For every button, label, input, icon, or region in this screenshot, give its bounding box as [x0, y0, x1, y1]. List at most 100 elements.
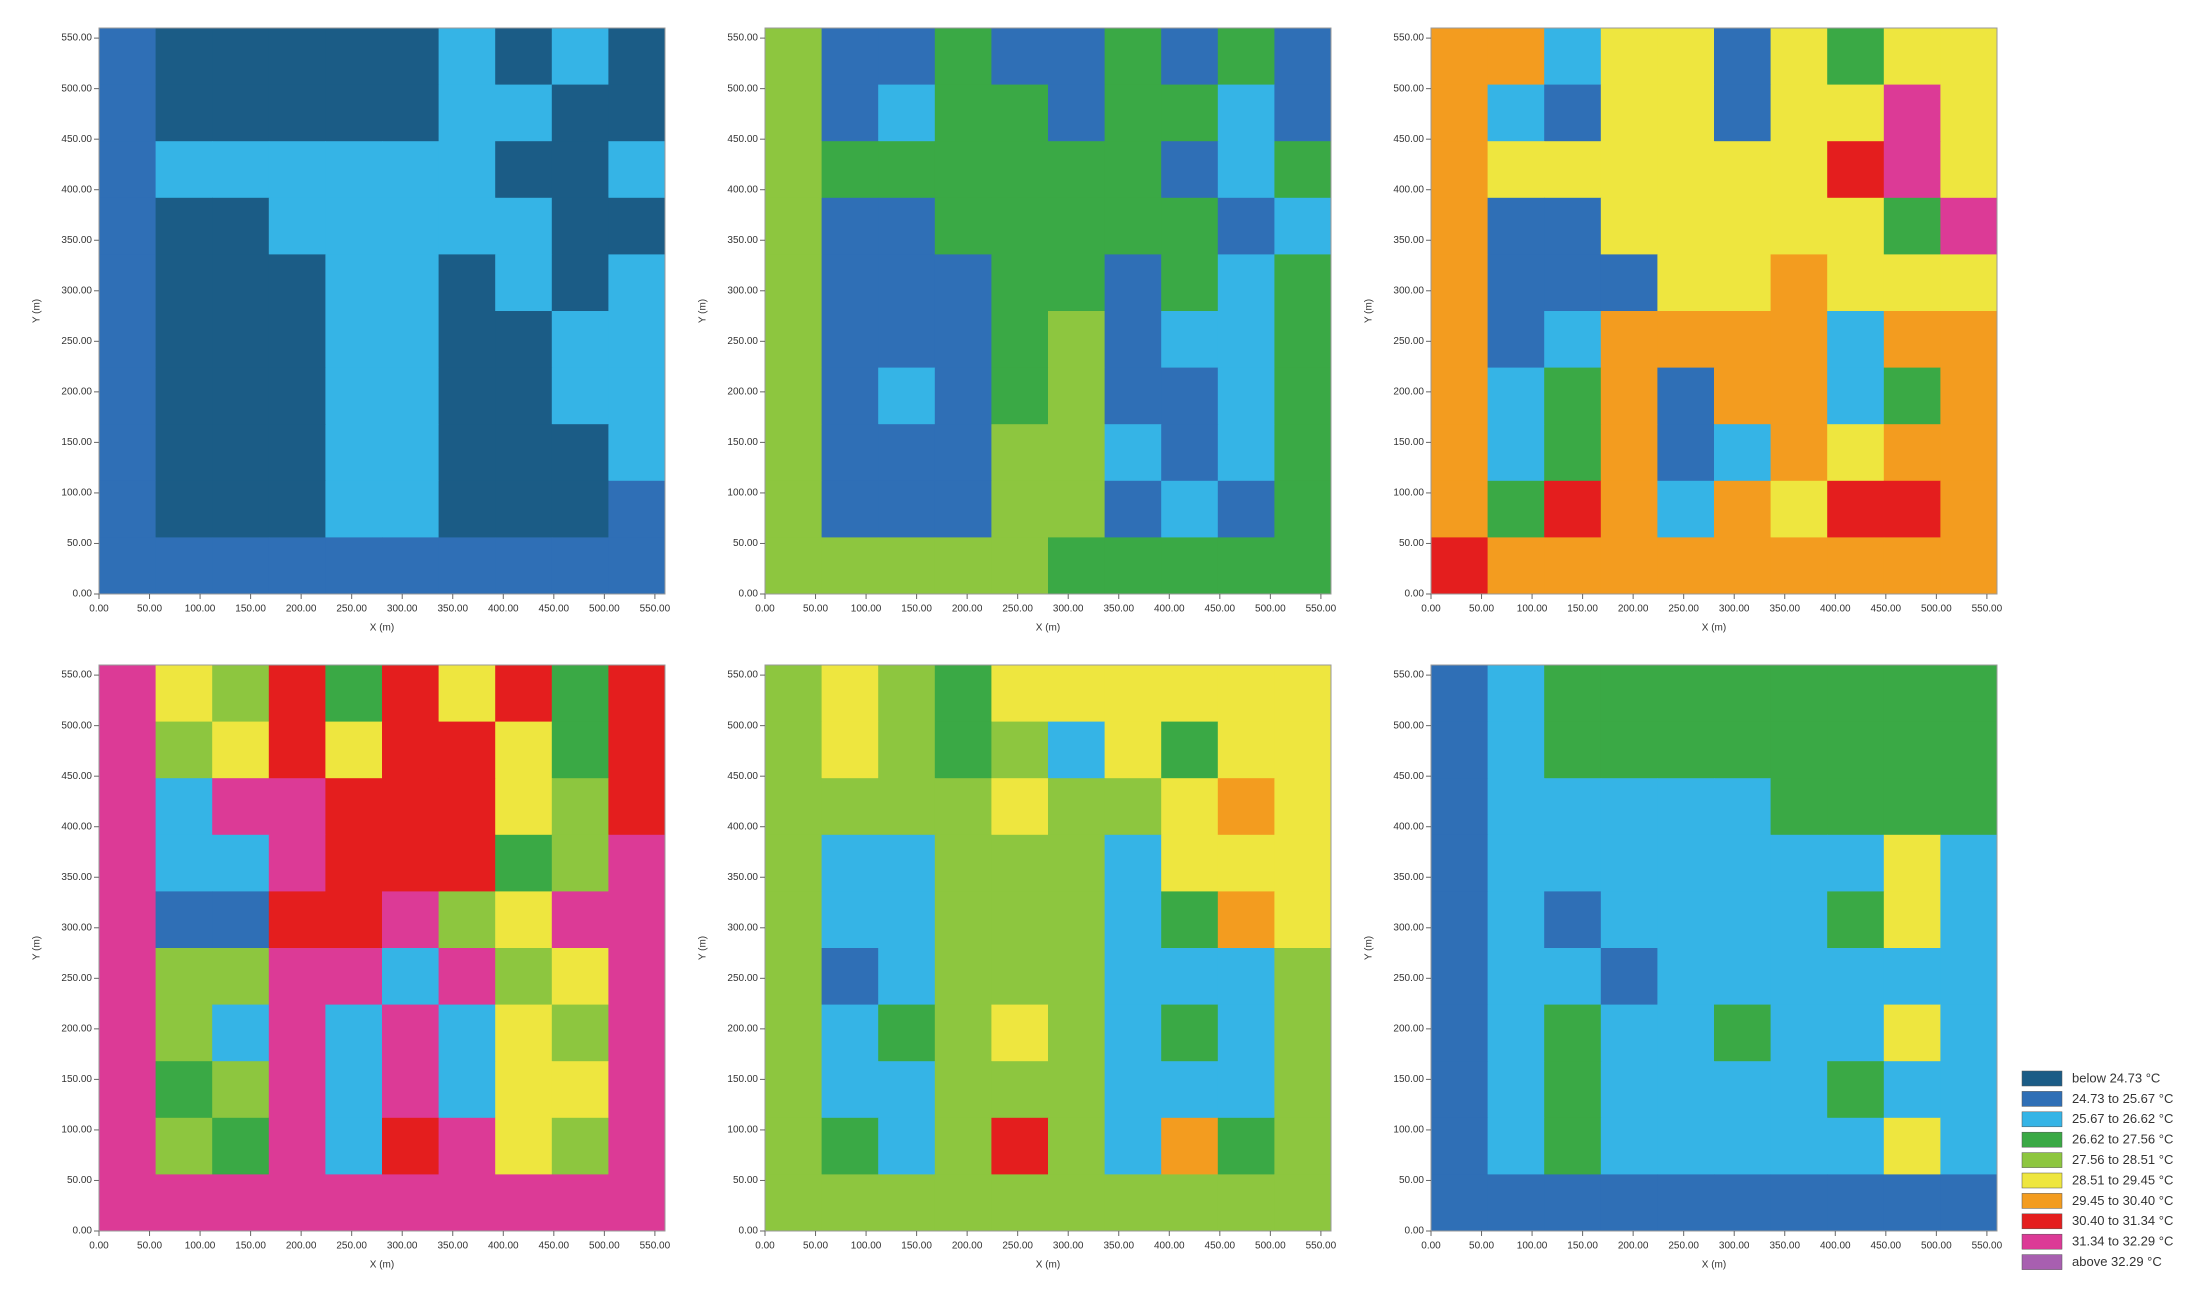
heat-cell: [608, 891, 666, 949]
x-axis-title: X (m): [370, 1260, 394, 1271]
x-tick-label: 350.00: [1769, 604, 1800, 615]
heat-cell: [495, 537, 553, 595]
heat-cell: [268, 84, 326, 142]
heat-cell: [1161, 1117, 1219, 1175]
heat-cell: [1487, 28, 1545, 86]
heat-cell: [1600, 197, 1658, 255]
y-tick-label: 350.00: [1393, 235, 1424, 246]
heat-cell: [382, 665, 440, 723]
heat-cell: [1274, 721, 1332, 779]
heat-cell: [99, 1004, 157, 1062]
heat-cell: [212, 311, 270, 369]
heat-cell: [1217, 197, 1275, 255]
heat-cell: [325, 721, 383, 779]
heat-cell: [155, 367, 213, 425]
heat-cell: [1487, 424, 1545, 482]
heat-cell: [1104, 1061, 1162, 1119]
heat-cell: [1883, 480, 1941, 538]
heat-cell: [765, 665, 823, 723]
heat-cell: [155, 834, 213, 892]
heat-cell: [268, 424, 326, 482]
heat-cell: [382, 1117, 440, 1175]
legend-label: 27.56 to 28.51 °C: [2072, 1152, 2173, 1167]
heat-cell: [1161, 141, 1219, 199]
heat-cell: [878, 254, 936, 312]
heat-cell: [1487, 778, 1545, 836]
heat-cell: [821, 778, 879, 836]
heat-cell: [1274, 480, 1332, 538]
heat-cell: [1217, 311, 1275, 369]
heat-cell: [934, 1061, 992, 1119]
heat-cell: [1161, 480, 1219, 538]
x-tick-label: 250.00: [1668, 1241, 1699, 1252]
heat-cell: [495, 778, 553, 836]
heat-cell: [1431, 1004, 1489, 1062]
heat-cell: [1714, 834, 1772, 892]
heat-cell: [1274, 948, 1332, 1006]
heat-cell: [934, 665, 992, 723]
heat-cell: [551, 778, 609, 836]
y-tick-label: 50.00: [1399, 538, 1424, 549]
heat-cell: [1770, 197, 1828, 255]
heat-cell: [1544, 948, 1602, 1006]
heat-cell: [1657, 84, 1715, 142]
heat-cell: [155, 311, 213, 369]
heat-cell: [1104, 367, 1162, 425]
heat-cell: [1487, 1004, 1545, 1062]
heat-cell: [212, 1061, 270, 1119]
x-tick-label: 0.00: [89, 604, 109, 615]
heat-cell: [1883, 537, 1941, 595]
x-tick-label: 250.00: [336, 1241, 367, 1252]
x-tick-label: 550.00: [640, 1241, 671, 1252]
heat-cell: [382, 834, 440, 892]
heat-cell: [934, 891, 992, 949]
heat-cell: [1544, 834, 1602, 892]
heat-cell: [1161, 311, 1219, 369]
heat-cell: [1940, 1174, 1998, 1232]
heat-cell: [991, 367, 1049, 425]
heat-cell: [608, 254, 666, 312]
heat-cell: [1883, 254, 1941, 312]
heat-cell: [1048, 537, 1106, 595]
heat-cell: [1770, 665, 1828, 723]
heat-cell: [495, 424, 553, 482]
heat-cell: [1940, 84, 1998, 142]
heat-cell: [934, 1174, 992, 1232]
heat-cell: [1600, 537, 1658, 595]
heat-cell: [325, 1174, 383, 1232]
heat-cell: [1770, 480, 1828, 538]
x-tick-label: 400.00: [1154, 604, 1185, 615]
heat-cell: [1544, 367, 1602, 425]
heat-cell: [1940, 778, 1998, 836]
heat-cell: [1217, 1061, 1275, 1119]
heat-cell: [608, 948, 666, 1006]
heat-cell: [1274, 424, 1332, 482]
heat-cell: [551, 834, 609, 892]
heat-cell: [268, 891, 326, 949]
heat-cell: [878, 424, 936, 482]
legend-label: below 24.73 °C: [2072, 1070, 2160, 1085]
heat-cell: [1600, 141, 1658, 199]
heat-cell: [1431, 197, 1489, 255]
heat-cell: [212, 665, 270, 723]
heat-cell: [99, 948, 157, 1006]
heat-cell: [495, 254, 553, 312]
heat-cell: [1714, 28, 1772, 86]
heat-cell: [608, 197, 666, 255]
heat-cell: [878, 84, 936, 142]
legend-swatch: [2021, 1152, 2063, 1168]
heat-cell: [99, 834, 157, 892]
y-tick-label: 300.00: [61, 285, 92, 296]
y-tick-label: 300.00: [727, 285, 758, 296]
heat-cell: [1217, 948, 1275, 1006]
heat-cell: [1883, 1061, 1941, 1119]
heat-cell: [934, 1117, 992, 1175]
heat-cell: [991, 665, 1049, 723]
heat-cell: [608, 778, 666, 836]
heat-cell: [1217, 721, 1275, 779]
heat-cell: [382, 537, 440, 595]
heat-cell: [438, 197, 496, 255]
heat-cell: [608, 480, 666, 538]
heat-cell: [212, 28, 270, 86]
heat-cell: [1274, 537, 1332, 595]
